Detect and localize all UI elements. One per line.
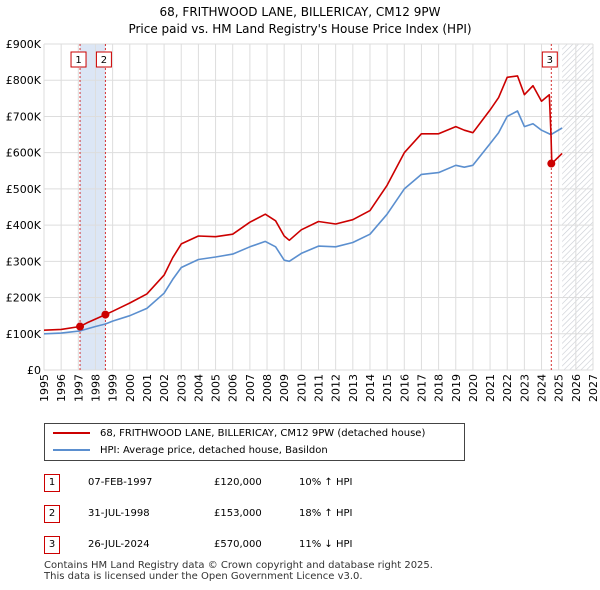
x-tick-label: 2010 xyxy=(295,374,308,402)
sale-point xyxy=(76,322,85,331)
x-tick-label: 1997 xyxy=(72,374,85,402)
sale-number: 2 xyxy=(44,505,60,523)
x-tick-label: 2024 xyxy=(536,374,549,402)
x-tick-label: 1999 xyxy=(107,374,120,402)
legend-property-label: 68, FRITHWOOD LANE, BILLERICAY, CM12 9PW… xyxy=(100,428,426,439)
x-tick-label: 2014 xyxy=(364,374,377,402)
y-tick-label: £900K xyxy=(6,38,42,51)
x-tick-label: 2021 xyxy=(484,374,497,402)
x-tick-label: 2000 xyxy=(124,374,137,402)
x-tick-label: 2012 xyxy=(330,374,343,402)
footer-line2: This data is licensed under the Open Gov… xyxy=(44,571,363,582)
y-tick-label: £0 xyxy=(27,364,41,377)
x-tick-label: 1996 xyxy=(55,374,68,402)
sale-date: 07-FEB-1997 xyxy=(88,477,153,488)
sale-point xyxy=(547,159,556,168)
x-tick-label: 2004 xyxy=(192,374,205,402)
y-tick-label: £300K xyxy=(6,255,42,268)
y-tick-label: £600K xyxy=(6,147,42,160)
sale-row: 3 26-JUL-2024 £570,000 11% ↓ HPI xyxy=(44,536,464,554)
footer: Contains HM Land Registry data © Crown c… xyxy=(44,560,433,582)
sale-number: 3 xyxy=(44,536,60,554)
y-tick-label: £100K xyxy=(6,328,42,341)
hpi-line xyxy=(44,110,563,335)
x-tick-label: 2020 xyxy=(467,374,480,402)
x-tick-label: 2011 xyxy=(313,374,326,402)
footer-line1: Contains HM Land Registry data © Crown c… xyxy=(44,560,433,571)
sale-row: 2 31-JUL-1998 £153,000 18% ↑ HPI xyxy=(44,505,464,523)
legend-swatch-property xyxy=(53,432,90,434)
sale-price: £570,000 xyxy=(214,539,262,550)
legend-hpi: HPI: Average price, detached house, Basi… xyxy=(53,443,328,459)
sale-date: 26-JUL-2024 xyxy=(88,539,150,550)
sale-hpi-change: 18% ↑ HPI xyxy=(299,508,353,519)
x-tick-label: 2017 xyxy=(415,374,428,402)
chart-title-line2: Price paid vs. HM Land Registry's House … xyxy=(128,22,472,36)
x-tick-label: 1998 xyxy=(89,374,102,402)
x-tick-label: 2008 xyxy=(261,374,274,402)
sale-label-number: 1 xyxy=(75,55,81,66)
x-tick-label: 2002 xyxy=(158,374,171,402)
sale-hpi-change: 11% ↓ HPI xyxy=(299,539,353,550)
sale-row: 1 07-FEB-1997 £120,000 10% ↑ HPI xyxy=(44,474,464,492)
y-tick-label: £800K xyxy=(6,74,42,87)
price-chart: 1 2 3 £0 £100K £200K £300K £400K £500K £600K £700… xyxy=(6,38,600,402)
x-tick-label: 2019 xyxy=(450,374,463,402)
forecast-hatch xyxy=(562,44,593,370)
x-tick-label: 2015 xyxy=(381,374,394,402)
sale-point xyxy=(101,310,110,319)
y-tick-label: £700K xyxy=(6,110,42,123)
y-tick-label: £500K xyxy=(6,183,42,196)
sale-number: 1 xyxy=(44,474,60,492)
x-tick-label: 1995 xyxy=(38,374,51,402)
x-tick-label: 2025 xyxy=(553,374,566,402)
y-tick-label: £200K xyxy=(6,292,42,305)
chart-legend: 68, FRITHWOOD LANE, BILLERICAY, CM12 9PW… xyxy=(44,423,465,461)
x-tick-label: 2013 xyxy=(347,374,360,402)
x-tick-label: 2027 xyxy=(587,374,600,402)
sale-hpi-change: 10% ↑ HPI xyxy=(299,477,353,488)
sale-label-number: 3 xyxy=(547,55,553,66)
legend-hpi-label: HPI: Average price, detached house, Basi… xyxy=(100,445,328,456)
sale-label-box xyxy=(541,51,558,68)
property-price-line xyxy=(44,75,563,331)
y-tick-label: £400K xyxy=(6,219,42,232)
x-tick-label: 2006 xyxy=(227,374,240,402)
x-tick-label: 2001 xyxy=(141,374,154,402)
sale-label-box xyxy=(70,51,87,68)
sale-price: £120,000 xyxy=(214,477,262,488)
x-tick-label: 2023 xyxy=(518,374,531,402)
x-tick-label: 2009 xyxy=(278,374,291,402)
x-tick-label: 2022 xyxy=(501,374,514,402)
sale-date: 31-JUL-1998 xyxy=(88,508,150,519)
chart-title-line1: 68, FRITHWOOD LANE, BILLERICAY, CM12 9PW xyxy=(159,5,441,19)
x-tick-label: 2005 xyxy=(210,374,223,402)
legend-property: 68, FRITHWOOD LANE, BILLERICAY, CM12 9PW… xyxy=(53,426,425,442)
sale-label-number: 2 xyxy=(101,55,107,66)
x-tick-label: 2018 xyxy=(433,374,446,402)
x-tick-label: 2016 xyxy=(398,374,411,402)
legend-swatch-hpi xyxy=(53,449,90,451)
x-tick-label: 2026 xyxy=(570,374,583,402)
sale-price: £153,000 xyxy=(214,508,262,519)
sale-label-box xyxy=(95,51,112,68)
x-tick-label: 2007 xyxy=(244,374,257,402)
x-tick-label: 2003 xyxy=(175,374,188,402)
